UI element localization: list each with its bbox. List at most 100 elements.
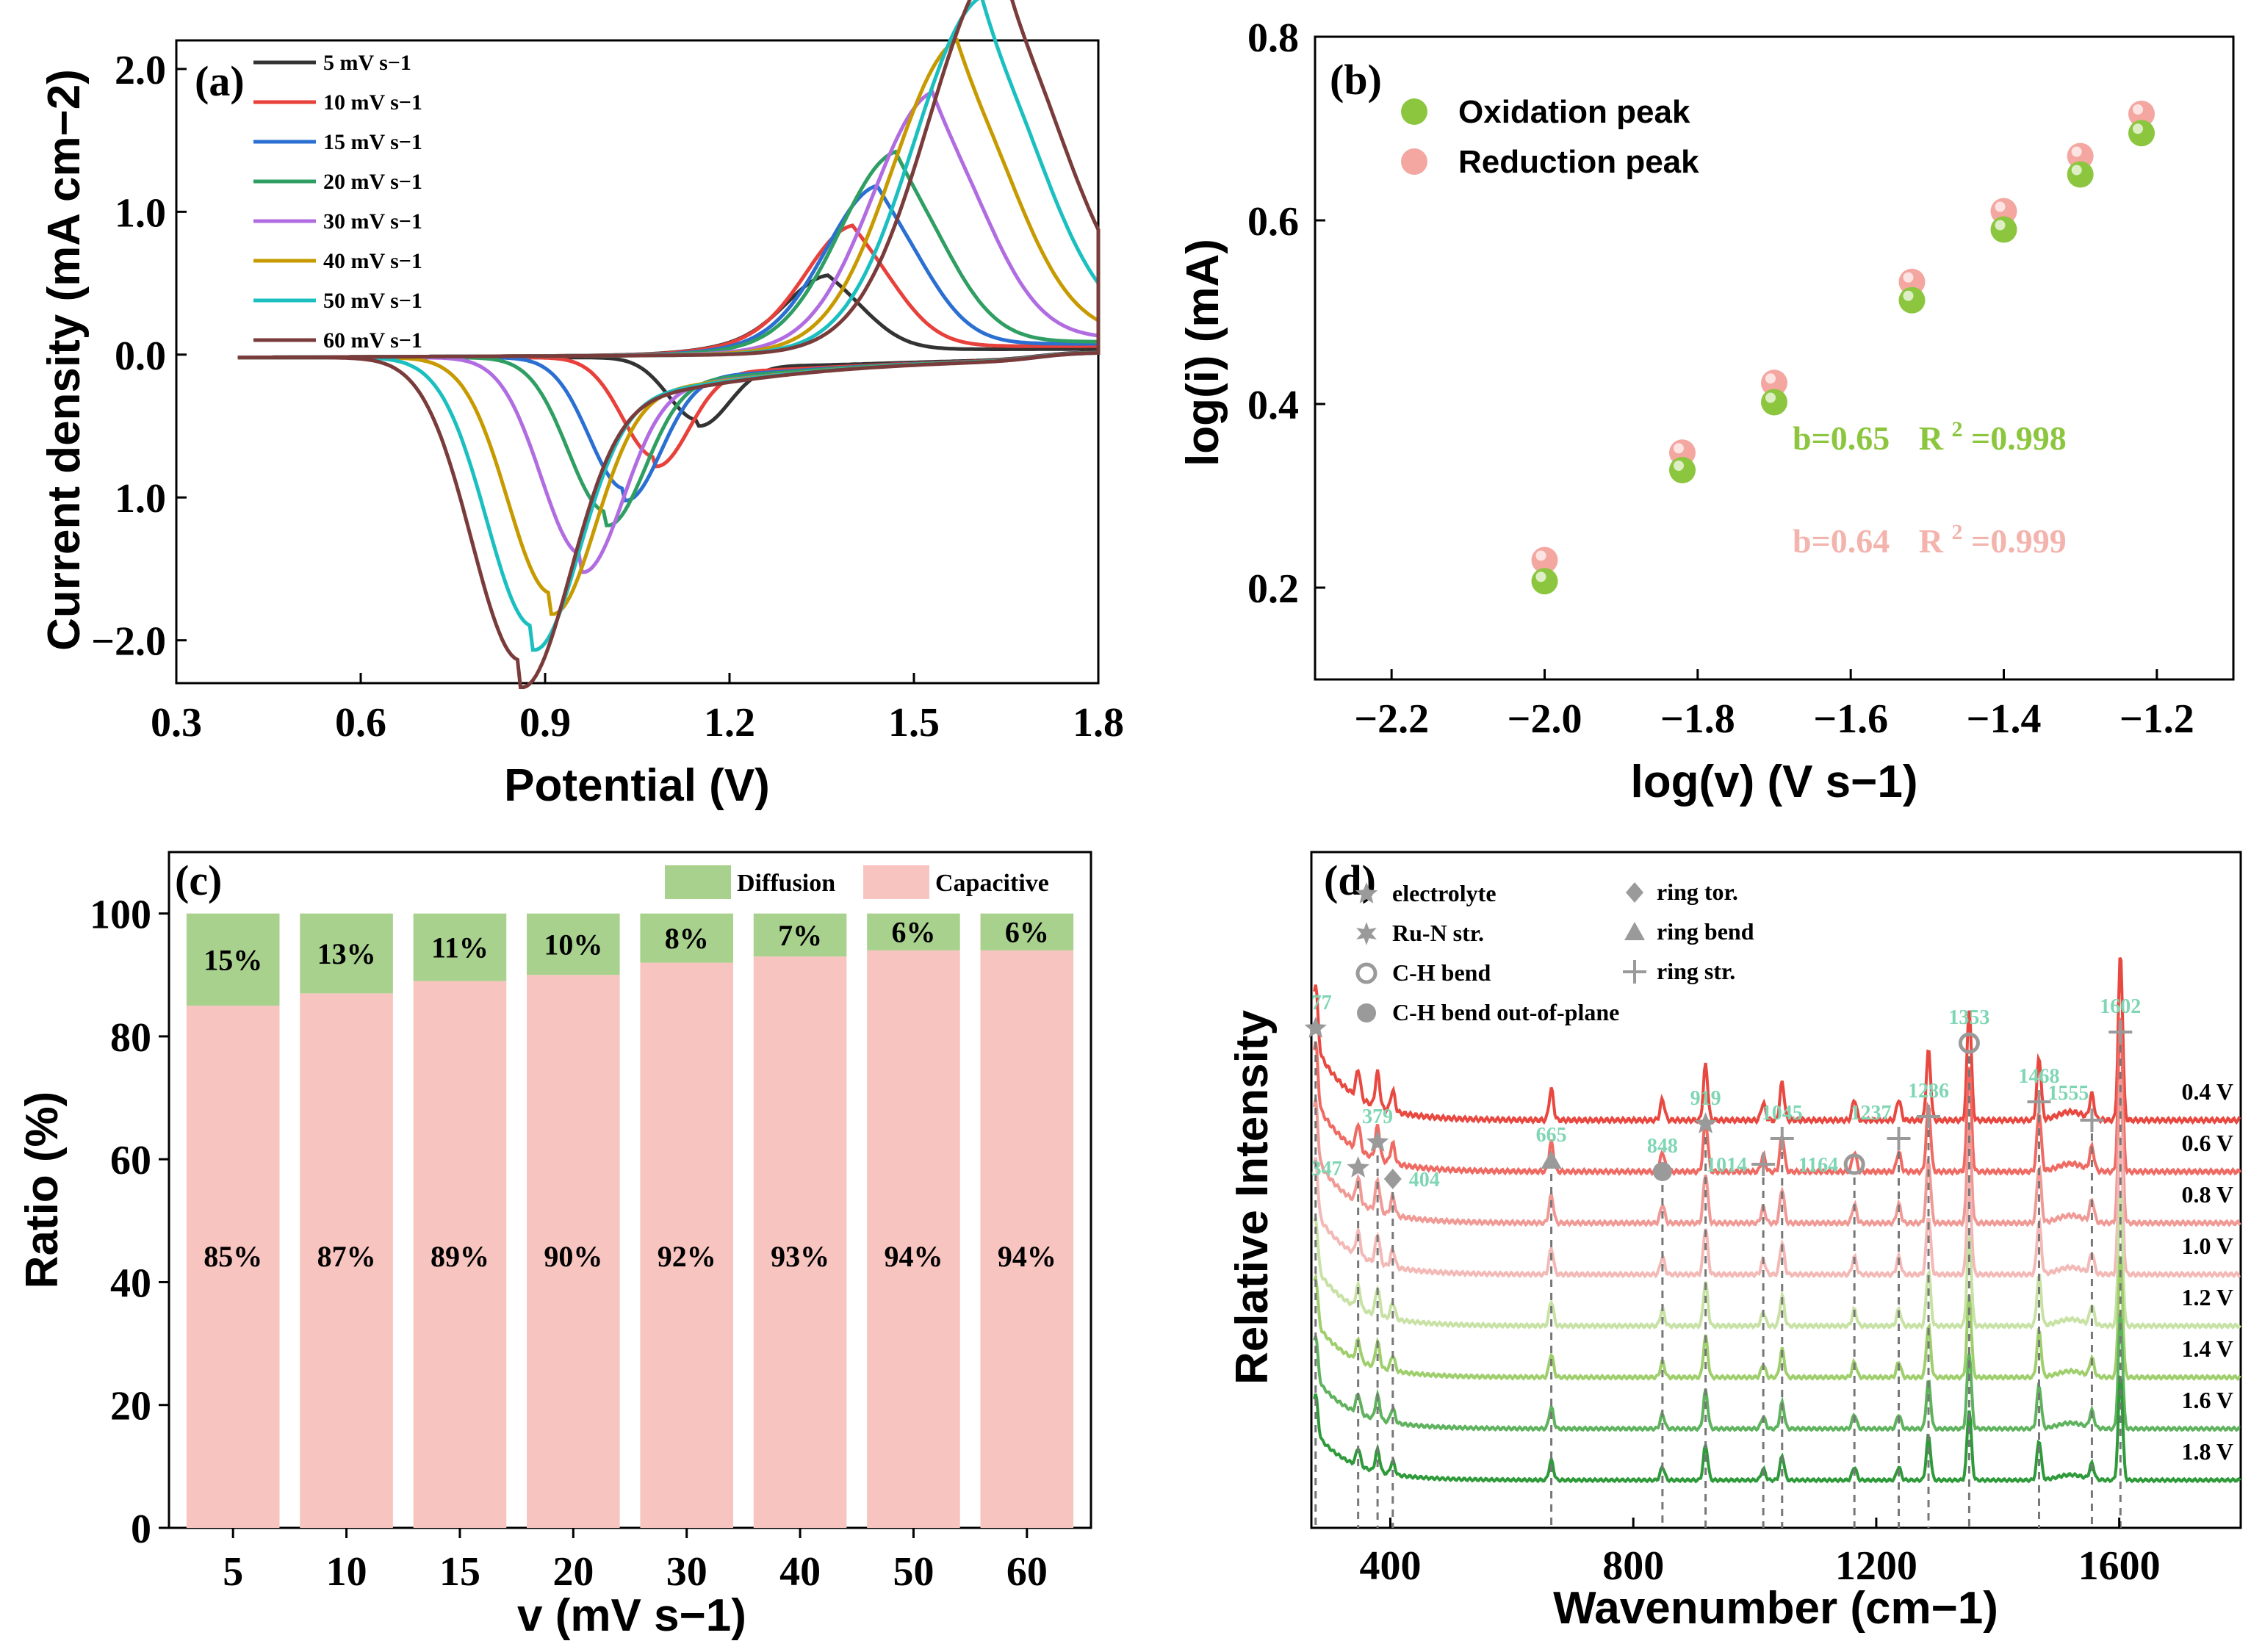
panel-a-xtick-label: 1.8 bbox=[1073, 700, 1124, 746]
peak-label-1237: 1237 bbox=[1851, 1102, 1892, 1125]
panel-b-ytick-label: 0.8 bbox=[1247, 15, 1299, 61]
point-highlight bbox=[1674, 461, 1684, 471]
bar-capacitive bbox=[186, 1006, 280, 1528]
potential-label-6: 1.4 V bbox=[2181, 1335, 2233, 1362]
peak-label-919: 919 bbox=[1690, 1087, 1721, 1110]
panel-b-xtick-label: −2.0 bbox=[1508, 696, 1582, 742]
potential-label-2: 0.6 V bbox=[2181, 1130, 2233, 1156]
panel-c-ylabel: Ratio (%) bbox=[17, 1092, 68, 1289]
panel-a-ytick-label: 1.0 bbox=[115, 190, 166, 236]
panel-a-xtick-label: 0.3 bbox=[151, 700, 202, 746]
bar-diffusion bbox=[640, 913, 733, 963]
panel-c-label: (c) bbox=[175, 856, 222, 904]
bar-capacitive bbox=[300, 993, 393, 1528]
raman-curve-8 bbox=[1313, 1374, 2241, 1484]
peak-label-1468: 1468 bbox=[2019, 1065, 2060, 1088]
panel-c-xtick-label: 15 bbox=[439, 1549, 480, 1595]
cv-curve-6 bbox=[237, 37, 1101, 616]
potential-label-8: 1.8 V bbox=[2181, 1438, 2233, 1465]
panel-d-legend-label: electrolyte bbox=[1392, 880, 1497, 906]
star6-marker bbox=[1356, 922, 1377, 945]
bar-diffusion bbox=[186, 913, 280, 1006]
legend-oxidation-label: Oxidation peak bbox=[1458, 94, 1690, 130]
panel-c-ytick-label: 0 bbox=[131, 1507, 151, 1552]
peak-label-404: 404 bbox=[1409, 1169, 1440, 1191]
panel-c-legend: Diffusion Capacitive bbox=[665, 865, 1049, 899]
panel-c-xtick-label: 60 bbox=[1006, 1549, 1048, 1595]
panel-a-ytick-label: 1.0 bbox=[115, 476, 166, 522]
point-highlight bbox=[1995, 220, 2006, 231]
panel-a-xtick-label: 0.9 bbox=[519, 700, 571, 746]
panel-a-xtick-label: 1.2 bbox=[704, 700, 755, 746]
star-marker bbox=[1347, 1156, 1369, 1177]
panel-d-xtick-label: 400 bbox=[1359, 1543, 1421, 1589]
plus-marker bbox=[1770, 1127, 1794, 1150]
bar-capacitive bbox=[640, 962, 733, 1528]
legend-label-1: 5 mV s−1 bbox=[323, 51, 411, 75]
panel-a-ylabel: Current density (mA cm−2) bbox=[39, 69, 90, 651]
point-highlight bbox=[1535, 571, 1546, 582]
peak-label-347: 347 bbox=[1311, 1158, 1342, 1180]
bar-diffusion bbox=[413, 913, 507, 981]
raman-curve-3 bbox=[1313, 1078, 2241, 1227]
raman-curve-4 bbox=[1313, 1133, 2241, 1279]
panel-a-ytick-label: −2.0 bbox=[91, 619, 166, 665]
bar-diffusion bbox=[527, 913, 620, 975]
panel-b-xtick-label: −1.6 bbox=[1813, 696, 1888, 742]
peak-label-1286: 1286 bbox=[1908, 1080, 1949, 1103]
bar-diffusion-label: 7% bbox=[778, 919, 822, 952]
bar-diffusion bbox=[980, 913, 1074, 951]
oxidation-point bbox=[1531, 568, 1558, 595]
bar-diffusion bbox=[753, 913, 847, 957]
panel-c-xtick-label: 40 bbox=[779, 1549, 821, 1595]
bar-diffusion-label: 8% bbox=[665, 922, 709, 955]
oxidation-point bbox=[2067, 161, 2094, 188]
oxidation-point bbox=[1761, 389, 1787, 416]
panel-b-fit-ox: b=0.65 R 2 =0.998 bbox=[1793, 406, 2067, 457]
panel-b-xtick-label: −1.8 bbox=[1660, 696, 1735, 742]
plus-marker bbox=[1623, 960, 1646, 984]
open-circle-marker bbox=[1843, 1153, 1865, 1175]
bar-capacitive-label: 94% bbox=[998, 1240, 1056, 1273]
panel-c-ytick-label: 40 bbox=[110, 1260, 151, 1306]
panel-c-ytick-label: 100 bbox=[90, 892, 151, 938]
bar-capacitive-label: 93% bbox=[771, 1240, 829, 1273]
bar-diffusion-label: 11% bbox=[431, 931, 489, 964]
open-circle-marker bbox=[1355, 962, 1377, 984]
star-marker bbox=[1355, 882, 1378, 903]
point-highlight bbox=[1903, 290, 1914, 301]
legend-label-6: 40 mV s−1 bbox=[323, 249, 422, 273]
panel-b-fit-red: b=0.64 R 2 =0.999 bbox=[1793, 509, 2067, 560]
panel-c-xlabel: v (mV s−1) bbox=[517, 1590, 746, 1641]
oxidation-point bbox=[1898, 286, 1926, 314]
bar-capacitive-label: 89% bbox=[431, 1240, 489, 1273]
bar-capacitive bbox=[527, 975, 620, 1528]
plus-marker bbox=[2080, 1108, 2104, 1132]
point-highlight bbox=[1903, 272, 1914, 283]
panel-d-xtick-label: 800 bbox=[1602, 1543, 1664, 1589]
peak-label-1555: 1555 bbox=[2047, 1082, 2089, 1105]
panel-d-chart: (d) 0.4 V0.6 V0.8 V1.0 V1.2 V1.4 V1.6 V1… bbox=[1227, 851, 2242, 1634]
panel-c-chart: (c) 85% 15% 5 87% 13% 10 89% 11% 15 90% 10% 20 92% 8%… bbox=[17, 851, 1092, 1641]
panel-c-ytick-label: 20 bbox=[110, 1384, 151, 1429]
bar-capacitive bbox=[413, 981, 507, 1528]
panel-a-chart: (a) 0.3 0.6 0.9 1.2 1.5 1.8 2.0 1.0 0.0 1.0 −2.0 5… bbox=[39, 0, 1124, 811]
filled-circle-marker bbox=[1652, 1162, 1672, 1181]
panel-a-ytick-label: 2.0 bbox=[115, 48, 166, 93]
legend-diffusion-label: Diffusion bbox=[737, 870, 835, 897]
potential-label-3: 0.8 V bbox=[2181, 1181, 2233, 1208]
peak-label-848: 848 bbox=[1647, 1135, 1678, 1158]
triangle-marker bbox=[1624, 922, 1645, 940]
legend-label-3: 15 mV s−1 bbox=[323, 130, 422, 154]
potential-label-5: 1.2 V bbox=[2181, 1284, 2233, 1310]
point-highlight bbox=[1765, 392, 1776, 403]
legend-reduction-label: Reduction peak bbox=[1458, 144, 1699, 180]
star-marker bbox=[1304, 1017, 1327, 1038]
diamond-marker bbox=[1383, 1169, 1402, 1189]
panel-d-ylabel: Relative Intensity bbox=[1227, 1010, 1278, 1385]
plus-marker bbox=[2027, 1090, 2051, 1114]
panel-a-label: (a) bbox=[195, 57, 245, 105]
panel-d-xlabel: Wavenumber (cm−1) bbox=[1553, 1583, 1998, 1634]
point-highlight bbox=[1535, 550, 1546, 561]
raman-curve-2 bbox=[1313, 1014, 2241, 1177]
